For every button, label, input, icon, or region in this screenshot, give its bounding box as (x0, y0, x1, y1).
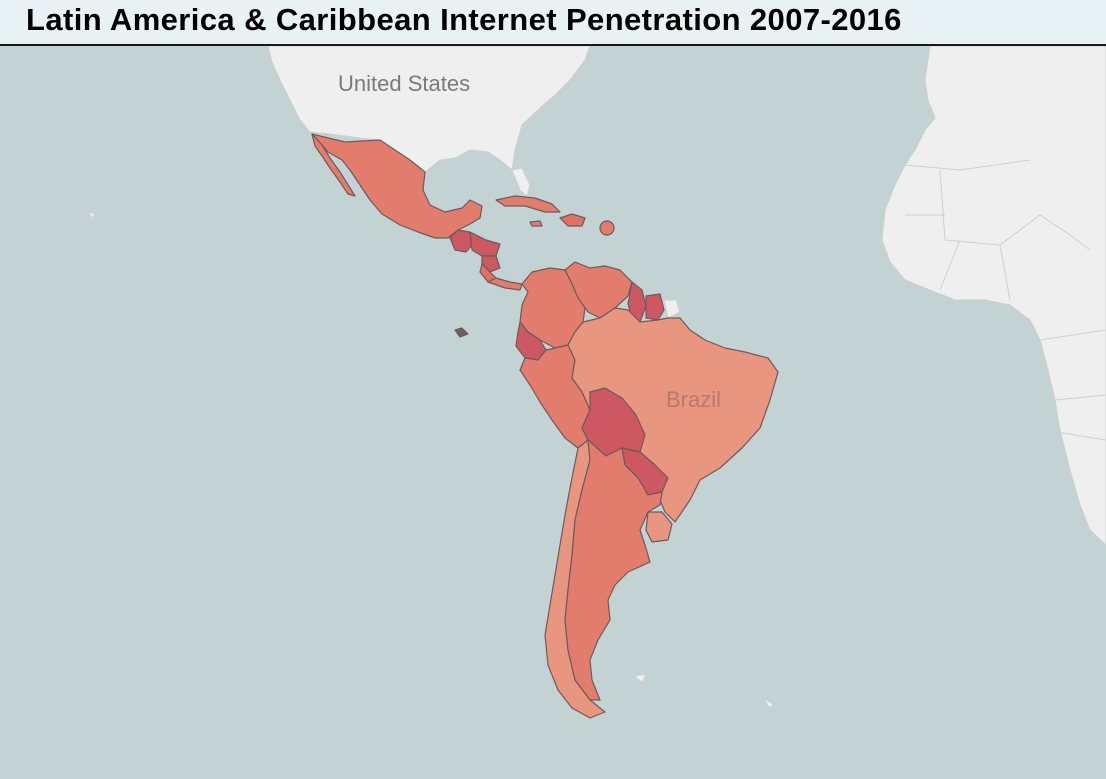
country-argentina[interactable] (564, 439, 663, 701)
north-america-land (267, 45, 591, 173)
baja-california[interactable] (311, 133, 356, 197)
map-canvas[interactable]: United States Brazil (0, 45, 1106, 774)
country-mexico[interactable] (311, 133, 483, 239)
africa-borders (904, 159, 1106, 441)
title-bar: Latin America & Caribbean Internet Penet… (0, 0, 1106, 46)
small-island-1 (86, 211, 96, 219)
galapagos-islands[interactable] (454, 327, 469, 338)
small-island-3 (762, 697, 774, 709)
country-puerto-rico[interactable] (599, 220, 615, 236)
country-dominican-republic-haiti[interactable] (559, 213, 586, 227)
french-guiana (663, 299, 681, 319)
florida (511, 167, 531, 197)
africa-land (881, 45, 1106, 546)
country-cuba[interactable] (495, 195, 561, 213)
map-title: Latin America & Caribbean Internet Penet… (26, 2, 902, 37)
country-venezuela[interactable] (564, 261, 633, 319)
label-brazil: Brazil (666, 387, 721, 412)
country-jamaica[interactable] (529, 220, 543, 227)
small-island-2 (632, 673, 647, 683)
country-suriname[interactable] (645, 293, 665, 321)
label-united-states: United States (338, 71, 470, 96)
country-uruguay[interactable] (645, 511, 673, 543)
